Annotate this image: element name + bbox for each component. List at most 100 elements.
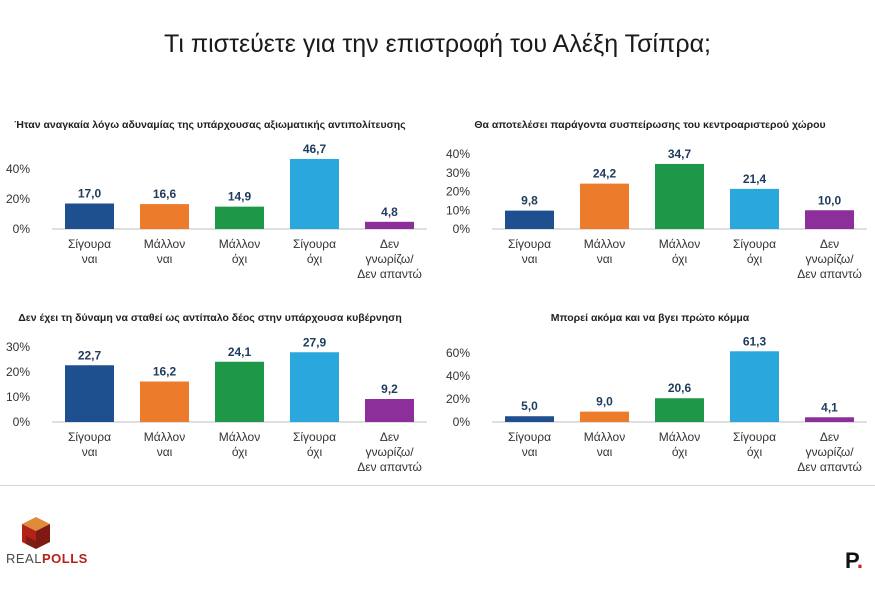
category-label: Δεν xyxy=(380,237,399,251)
data-label: 20,6 xyxy=(668,381,692,395)
bar xyxy=(505,416,554,422)
category-label: όχι xyxy=(672,252,688,266)
bar xyxy=(140,204,189,229)
bar xyxy=(215,206,264,229)
y-tick-label: 10% xyxy=(446,203,470,217)
data-label: 14,9 xyxy=(228,190,252,204)
category-label: γνωρίζω/ xyxy=(365,445,414,459)
category-label: Δεν απαντώ xyxy=(797,460,862,474)
data-label: 9,0 xyxy=(596,395,613,409)
bar xyxy=(655,398,704,422)
logo-text-polls: POLLS xyxy=(41,551,88,566)
category-label: όχι xyxy=(232,445,248,459)
category-label: Σίγουρα xyxy=(68,430,111,444)
y-tick-label: 60% xyxy=(446,346,470,360)
category-label: Μάλλον xyxy=(144,430,185,444)
bar xyxy=(290,158,339,229)
category-label: Σίγουρα xyxy=(733,430,776,444)
bar xyxy=(140,381,189,422)
category-label: ναι xyxy=(597,252,613,266)
logo-text-real: REAL xyxy=(6,551,42,566)
bar xyxy=(580,411,629,422)
data-label: 24,1 xyxy=(228,345,252,359)
category-label: Μάλλον xyxy=(659,237,700,251)
data-label: 46,7 xyxy=(303,142,327,156)
chart-svg: Ήταν αναγκαία λόγω αδυναμίας της υπάρχου… xyxy=(6,119,427,281)
category-label: ναι xyxy=(157,445,173,459)
data-label: 4,8 xyxy=(381,205,398,219)
chart-panel-top-left: Ήταν αναγκαία λόγω αδυναμίας της υπάρχου… xyxy=(0,112,435,292)
brand-mark: P. xyxy=(845,548,863,574)
category-label: ναι xyxy=(157,252,173,266)
category-label: Μάλλον xyxy=(219,430,260,444)
data-label: 22,7 xyxy=(78,348,102,362)
y-tick-label: 0% xyxy=(13,222,31,236)
brand-mark-letter: P xyxy=(845,548,857,573)
bar xyxy=(65,203,114,229)
data-label: 10,0 xyxy=(818,193,842,207)
category-label: Σίγουρα xyxy=(508,430,551,444)
cube-icon xyxy=(22,517,50,549)
category-label: γνωρίζω/ xyxy=(805,252,854,266)
category-label: Μάλλον xyxy=(584,430,625,444)
category-label: Μάλλον xyxy=(584,237,625,251)
data-label: 61,3 xyxy=(743,334,767,348)
category-label: όχι xyxy=(672,445,688,459)
bar xyxy=(805,210,854,229)
category-label: Σίγουρα xyxy=(508,237,551,251)
bar xyxy=(505,210,554,229)
category-label: ναι xyxy=(82,252,98,266)
chart-svg: Δεν έχει τη δύναμη να σταθεί ως αντίπαλο… xyxy=(6,312,427,474)
y-tick-label: 0% xyxy=(453,222,471,236)
category-label: όχι xyxy=(747,252,763,266)
bar xyxy=(730,188,779,229)
y-tick-label: 0% xyxy=(13,415,31,429)
data-label: 24,2 xyxy=(593,167,617,181)
category-label: όχι xyxy=(307,252,323,266)
bar xyxy=(65,365,114,422)
y-tick-label: 30% xyxy=(446,166,470,180)
realpolls-logo-text: REALPOLLS xyxy=(6,551,88,566)
data-label: 9,8 xyxy=(521,194,538,208)
data-label: 21,4 xyxy=(743,172,767,186)
y-tick-label: 0% xyxy=(453,415,471,429)
bar xyxy=(805,417,854,422)
category-label: Σίγουρα xyxy=(733,237,776,251)
chart-title: Μπορεί ακόμα και να βγει πρώτο κόμμα xyxy=(551,312,750,324)
category-label: Δεν απαντώ xyxy=(357,460,422,474)
y-tick-label: 20% xyxy=(6,365,30,379)
category-label: γνωρίζω/ xyxy=(805,445,854,459)
data-label: 17,0 xyxy=(78,187,102,201)
bar xyxy=(365,221,414,229)
data-label: 5,0 xyxy=(521,399,538,413)
category-label: Σίγουρα xyxy=(293,237,336,251)
category-label: ναι xyxy=(522,252,538,266)
data-label: 9,2 xyxy=(381,382,398,396)
chart-panel-top-right: Θα αποτελέσει παράγοντα συσπείρωσης του … xyxy=(440,112,875,292)
category-label: όχι xyxy=(747,445,763,459)
chart-svg: Μπορεί ακόμα και να βγει πρώτο κόμμα 0% 20… xyxy=(446,312,867,474)
y-tick-label: 40% xyxy=(446,369,470,383)
chart-panel-bottom-right: Μπορεί ακόμα και να βγει πρώτο κόμμα 0% 20… xyxy=(440,305,875,485)
data-label: 4,1 xyxy=(821,400,838,414)
brand-mark-dot: . xyxy=(856,548,863,573)
bar xyxy=(215,361,264,422)
category-label: Δεν xyxy=(820,430,839,444)
data-label: 34,7 xyxy=(668,147,692,161)
y-tick-label: 20% xyxy=(446,392,470,406)
category-label: Δεν απαντώ xyxy=(797,267,862,281)
category-label: όχι xyxy=(307,445,323,459)
realpolls-logo xyxy=(6,515,116,575)
category-label: Δεν xyxy=(380,430,399,444)
chart-svg: Θα αποτελέσει παράγοντα συσπείρωσης του … xyxy=(446,119,867,281)
category-label: όχι xyxy=(232,252,248,266)
bar xyxy=(730,351,779,422)
category-label: Μάλλον xyxy=(219,237,260,251)
y-tick-label: 30% xyxy=(6,340,30,354)
page-title: Τι πιστεύετε για την επιστροφή του Αλέξη… xyxy=(164,30,711,58)
bar xyxy=(655,163,704,229)
data-label: 16,2 xyxy=(153,365,177,379)
category-label: Μάλλον xyxy=(659,430,700,444)
y-tick-label: 20% xyxy=(6,192,30,206)
bar xyxy=(290,352,339,422)
